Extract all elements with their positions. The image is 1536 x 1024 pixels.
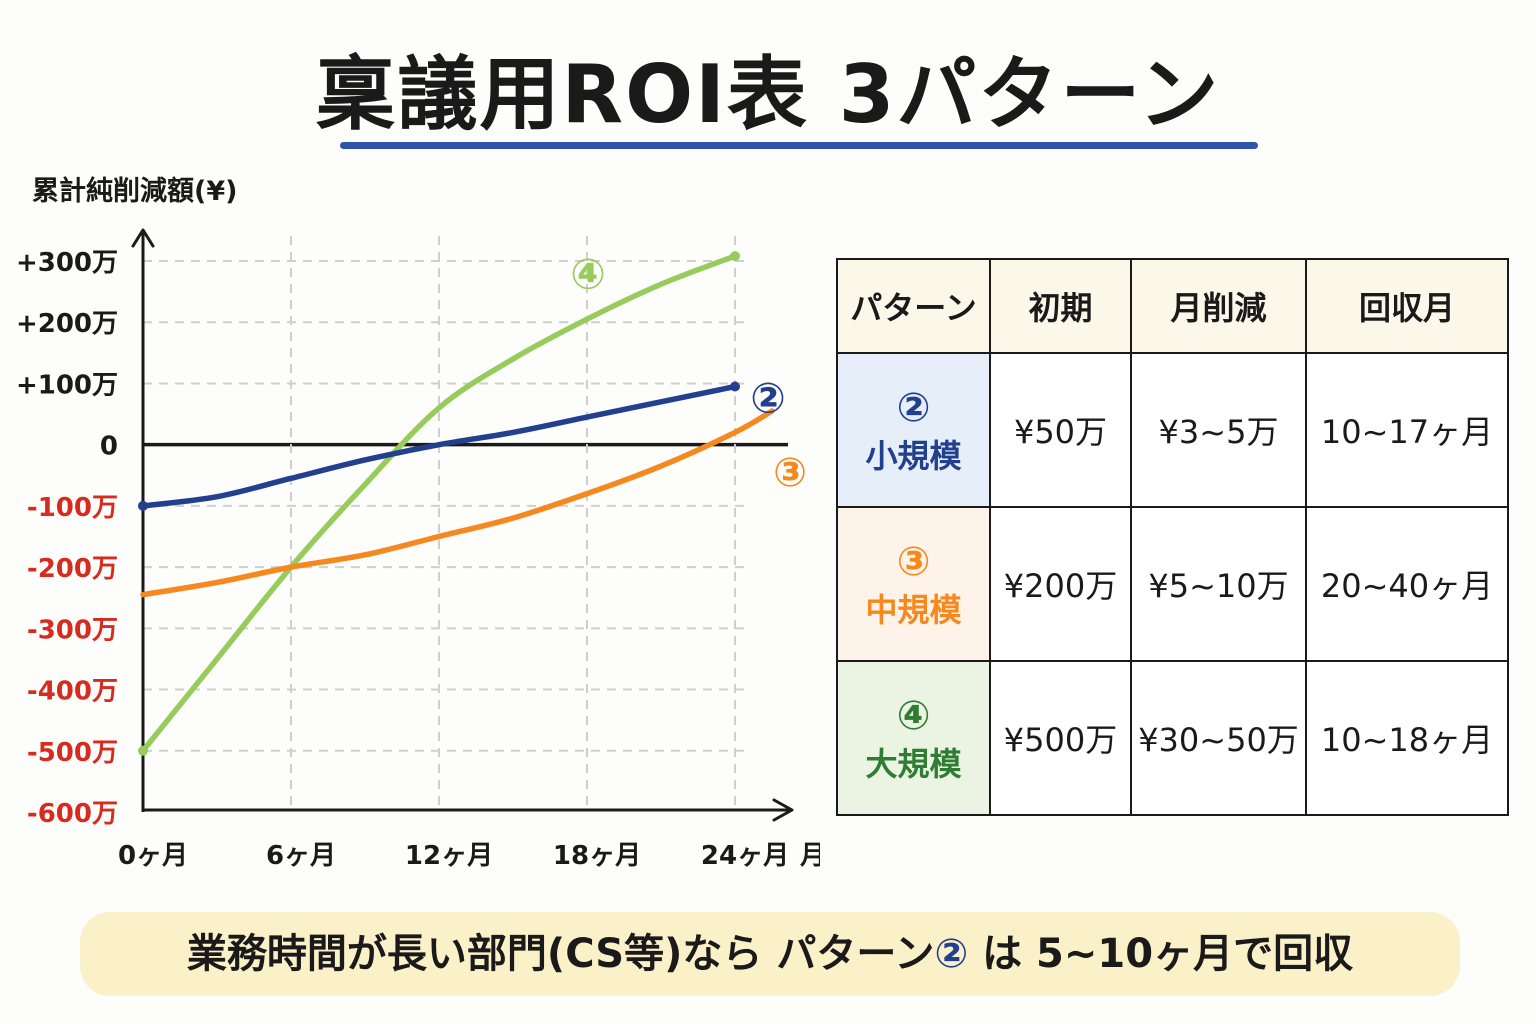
pattern-number: ④ [896,693,931,740]
x-tick-label: 12ヶ月 [405,841,493,871]
series-label: ② [750,374,786,423]
series-end-point [730,251,740,262]
series-line [140,408,775,598]
payback-cell: 10~17ヶ月 [1305,352,1509,508]
series-start-point [138,500,148,511]
x-tick-label: 18ヶ月 [553,841,641,871]
chart-grid [143,236,788,810]
footer-text-before: 業務時間が長い部門(CS等)なら パターン [186,931,935,977]
roi-line-chart: 累計純削減額(¥) 月数 +300万 +200万 +100万 0 -100万 -200万 -… [16,175,820,871]
y-tick-label: +100万 [16,370,118,400]
series-line [140,253,738,754]
monthly-saving-cell: ¥5~10万 [1130,506,1307,662]
series-line [140,383,738,509]
payback-cell: 10~18ヶ月 [1305,660,1509,816]
y-tick-label: -100万 [27,493,118,523]
table-row-pattern-4: ④ 大規模 ¥500万 ¥30~50万 10~18ヶ月 [836,660,1509,816]
y-tick-label: -200万 [27,554,118,584]
footer-note: 業務時間が長い部門(CS等)なら パターン② は 5~10ヶ月で回収 [80,912,1460,996]
series-start-point [138,745,148,756]
initial-cost-cell: ¥50万 [989,352,1132,508]
y-tick-label: -500万 [27,738,118,768]
payback-cell: 20~40ヶ月 [1305,506,1509,662]
pattern-cell-large: ④ 大規模 [836,660,991,816]
header-initial: 初期 [989,258,1132,354]
y-tick-label: -600万 [27,799,118,829]
y-tick-label: -400万 [27,677,118,707]
series-label: ③ [773,450,807,496]
y-tick-label: -300万 [27,615,118,645]
pattern-name: 小規模 [865,437,962,476]
roi-pattern-table: パターン 初期 月削減 回収月 ② 小規模 ¥50万 ¥3~5万 10~17ヶ月… [836,258,1509,816]
y-axis-arrowhead [131,228,155,248]
y-tick-label: 0 [100,432,118,462]
pattern-number: ② [896,385,931,432]
footer-text-after: は 5~10ヶ月で回収 [968,931,1354,977]
pattern-cell-medium: ③ 中規模 [836,506,991,662]
monthly-saving-cell: ¥30~50万 [1130,660,1307,816]
initial-cost-cell: ¥200万 [989,506,1132,662]
pattern-name: 中規模 [865,591,962,630]
pattern-number: ③ [896,539,931,586]
series-end-point [730,381,740,392]
table-row-pattern-2: ② 小規模 ¥50万 ¥3~5万 10~17ヶ月 [836,352,1509,508]
x-tick-label: 0ヶ月 [118,841,188,871]
table-row-pattern-3: ③ 中規模 ¥200万 ¥5~10万 20~40ヶ月 [836,506,1509,662]
header-pattern: パターン [836,258,991,354]
table-header-row: パターン 初期 月削減 回収月 [836,258,1509,354]
y-tick-label: +300万 [16,248,118,278]
initial-cost-cell: ¥500万 [989,660,1132,816]
x-tick-label: 6ヶ月 [266,841,336,871]
chart-tick-labels: +300万 +200万 +100万 0 -100万 -200万 -300万 -400万 -500… [16,248,789,871]
y-tick-label: +200万 [16,309,118,339]
title-underline [340,142,1258,149]
header-payback: 回収月 [1305,258,1509,354]
x-axis-arrowhead [772,798,794,822]
chart-series: ④ ③ ② [138,250,807,756]
footer-pattern-number: ② [934,931,969,977]
chart-axes [131,228,794,822]
x-axis-title: 月数 [799,841,820,871]
pattern-cell-small: ② 小規模 [836,352,991,508]
footer-highlight [80,912,1460,996]
y-axis-title: 累計純削減額(¥) [32,175,237,207]
monthly-saving-cell: ¥3~5万 [1130,352,1307,508]
x-tick-label: 24ヶ月 [701,841,789,871]
series-label: ④ [570,250,606,299]
header-monthly: 月削減 [1130,258,1307,354]
page-title: 稟議用ROI表 3パターン [315,48,1221,141]
pattern-name: 大規模 [865,745,962,784]
